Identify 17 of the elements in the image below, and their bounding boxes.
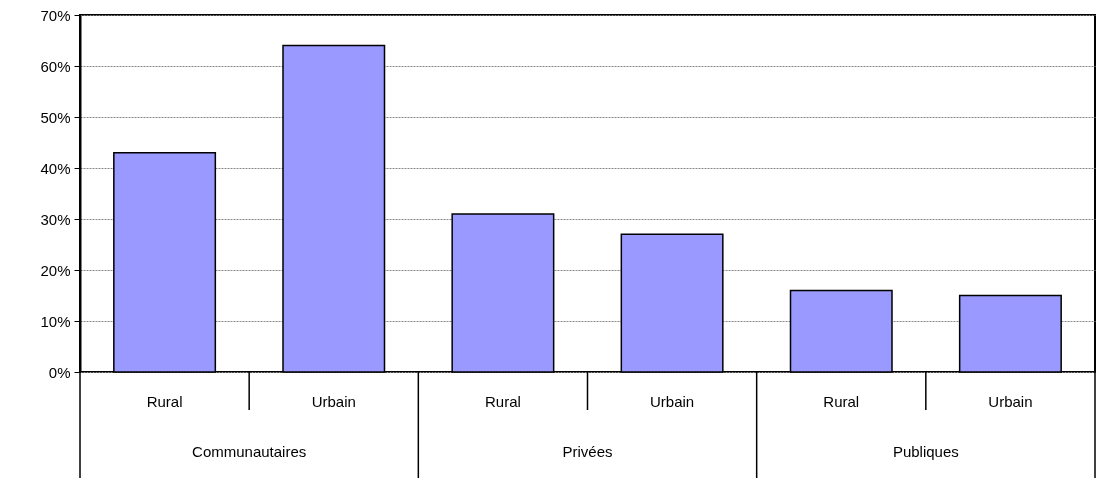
y-tick-label: 0% [48, 363, 71, 381]
y-tick-label: 40% [40, 159, 71, 177]
text: Publiques [892, 443, 959, 460]
y-tick-label: 50% [40, 108, 71, 126]
text: Communautaires [192, 443, 307, 460]
y-tick-label: 10% [40, 312, 71, 330]
y-tick-label: 30% [40, 210, 71, 228]
x-tick-label: Rural [823, 393, 860, 410]
y-tick-label: 70% [40, 6, 71, 24]
x-tick-label: Rural [484, 393, 521, 410]
x-tick-label: Urbain [311, 393, 356, 410]
x-tick-label: Rural [146, 393, 183, 410]
x-tick-label: Urbain [649, 393, 695, 410]
x-tick-label: Urbain [988, 393, 1033, 410]
y-tick-label: 60% [40, 57, 71, 75]
y-tick-label: 20% [40, 261, 71, 279]
text: Privées [562, 443, 613, 460]
